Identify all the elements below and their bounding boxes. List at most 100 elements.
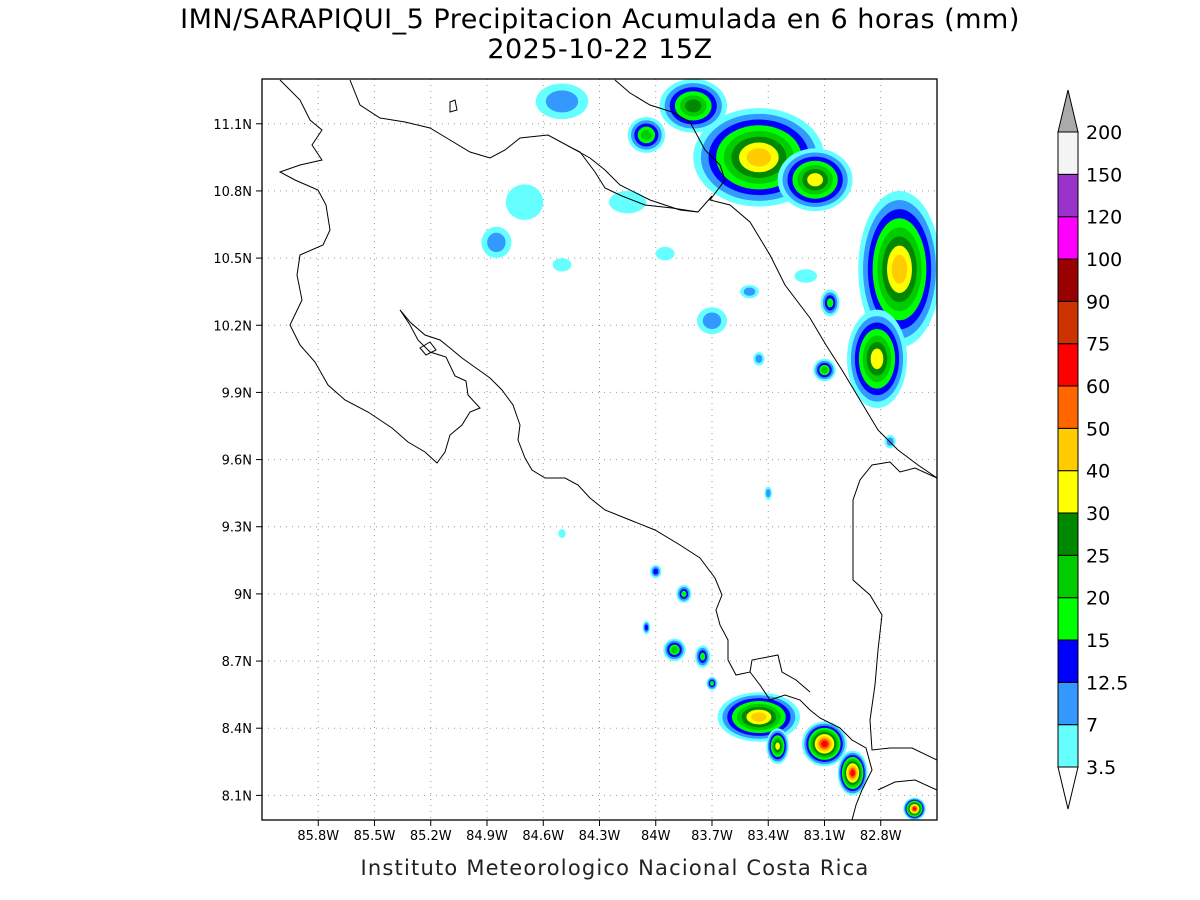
rain-cell <box>650 564 662 579</box>
longitude-axis: 85.8W 85.5W 85.2W 84.9W 84.6W 84.3W 84W 83.7W 83… <box>297 820 902 844</box>
rain-cell <box>903 797 926 820</box>
legend-swatch <box>1057 427 1079 472</box>
map-group: 85.8W 85.5W 85.2W 84.9W 84.6W 84.3W 84W 83.7W 83… <box>213 78 938 844</box>
tick-label-lon: 84.3W <box>579 829 621 844</box>
color-legend: 3.5 7 12.5 15 20 25 30 40 50 60 75 90 100 120 150 200 <box>1057 89 1128 810</box>
coastline-panama-east <box>877 779 937 791</box>
rain-contour-level <box>807 173 824 187</box>
tick-label-lon: 85.5W <box>354 829 396 844</box>
tick-label-lat: 10.5N <box>213 252 252 267</box>
tick-label-lat: 9.6N <box>222 454 252 469</box>
legend-swatch <box>1057 639 1079 683</box>
tick-label-lat: 10.8N <box>213 185 252 200</box>
legend-swatch <box>1057 258 1079 302</box>
tick-label-lon: 85.2W <box>410 829 452 844</box>
rain-cell <box>802 721 847 767</box>
tick-label-lon: 85.8W <box>297 829 339 844</box>
rain-contour-level <box>681 590 687 598</box>
legend-arrow-top <box>1057 89 1079 133</box>
legend-label: 90 <box>1086 291 1110 313</box>
legend-swatch <box>1057 681 1079 726</box>
legend-label: 50 <box>1086 418 1110 440</box>
rain-contour-level <box>775 742 780 750</box>
legend-swatch <box>1057 385 1079 429</box>
rain-contour-level <box>487 232 506 253</box>
credit-text: Instituto Meteorologico Nacional Costa R… <box>360 856 870 880</box>
rain-contour-level <box>850 769 855 777</box>
rain-cell <box>764 486 772 500</box>
rain-contour-level <box>558 528 566 538</box>
rain-cell <box>608 190 647 214</box>
tick-label-lat: 8.7N <box>222 655 252 670</box>
rain-cell <box>695 645 711 668</box>
rain-cell <box>558 528 566 538</box>
rain-cell <box>505 184 544 221</box>
legend-label: 3.5 <box>1086 757 1116 779</box>
rain-cell <box>858 190 937 348</box>
tick-label-lat: 9.9N <box>222 386 252 401</box>
island-chira <box>419 341 437 356</box>
legend-label: 30 <box>1086 503 1110 525</box>
rain-contour-level <box>552 258 572 272</box>
rain-contour-level <box>545 90 579 113</box>
legend-swatch <box>1057 300 1079 345</box>
border-costa-rica-nicaragua <box>571 147 713 213</box>
rain-contour-level <box>755 354 763 363</box>
rain-cell <box>847 309 907 409</box>
tick-label-lat: 8.4N <box>222 722 252 737</box>
coastline-pacific <box>278 79 873 820</box>
rain-cell <box>706 676 718 691</box>
rain-contour-level <box>794 269 817 283</box>
rain-cell <box>794 269 817 283</box>
tick-label-lat: 9N <box>234 588 252 603</box>
legend-swatch <box>1057 173 1079 218</box>
tick-label-lat: 9.3N <box>222 521 252 536</box>
legend-label: 200 <box>1086 122 1122 144</box>
rain-contour-level <box>746 148 772 167</box>
rain-contour-level <box>912 807 917 811</box>
rain-cell <box>659 79 727 133</box>
rain-cell <box>697 307 727 335</box>
rain-contour-level <box>702 312 722 330</box>
rain-contour-level <box>891 254 908 284</box>
tick-label-lon: 84.9W <box>466 829 508 844</box>
rain-contour-level <box>870 348 884 370</box>
tick-label-lat: 10.2N <box>213 319 252 334</box>
rain-contour-level <box>505 184 544 221</box>
rain-contour-level <box>821 366 828 374</box>
rain-cell <box>627 117 666 153</box>
rain-contour-level <box>644 624 649 631</box>
rain-contour-level <box>685 99 702 113</box>
peninsula-osa-shore <box>749 654 811 693</box>
rain-cell <box>740 284 759 299</box>
legend-label: 40 <box>1086 461 1110 483</box>
legend-swatch <box>1057 554 1079 599</box>
map-title: IMN/SARAPIQUI_5 Precipitacion Acumulada … <box>180 4 1020 35</box>
rain-contour-level <box>821 740 828 748</box>
rain-cell <box>820 289 840 317</box>
tick-label-lat: 8.1N <box>222 789 252 804</box>
tick-label-lon: 84W <box>641 829 671 844</box>
rain-contour-level <box>765 489 771 498</box>
rain-cell <box>481 226 512 259</box>
rain-cell <box>813 358 836 382</box>
tick-label-lat: 11.1N <box>213 118 252 133</box>
legend-label: 20 <box>1086 588 1110 610</box>
rain-contour-level <box>743 287 756 296</box>
legend-swatch <box>1057 216 1079 260</box>
legend-label: 12.5 <box>1086 672 1128 694</box>
rain-cell <box>676 584 692 603</box>
rain-cell <box>753 352 765 366</box>
legend-swatch <box>1057 470 1079 514</box>
tick-label-lon: 83.4W <box>747 829 789 844</box>
rain-contour-level <box>653 568 659 575</box>
legend-swatch <box>1057 512 1079 556</box>
tick-label-lon: 82.8W <box>860 829 902 844</box>
legend-label: 75 <box>1086 334 1110 356</box>
rain-cell <box>663 638 686 662</box>
coastline-caribbean <box>614 79 937 479</box>
border-costa-rica-panama <box>852 461 937 761</box>
tick-label-lon: 83.7W <box>691 829 733 844</box>
rain-cell <box>552 258 572 272</box>
